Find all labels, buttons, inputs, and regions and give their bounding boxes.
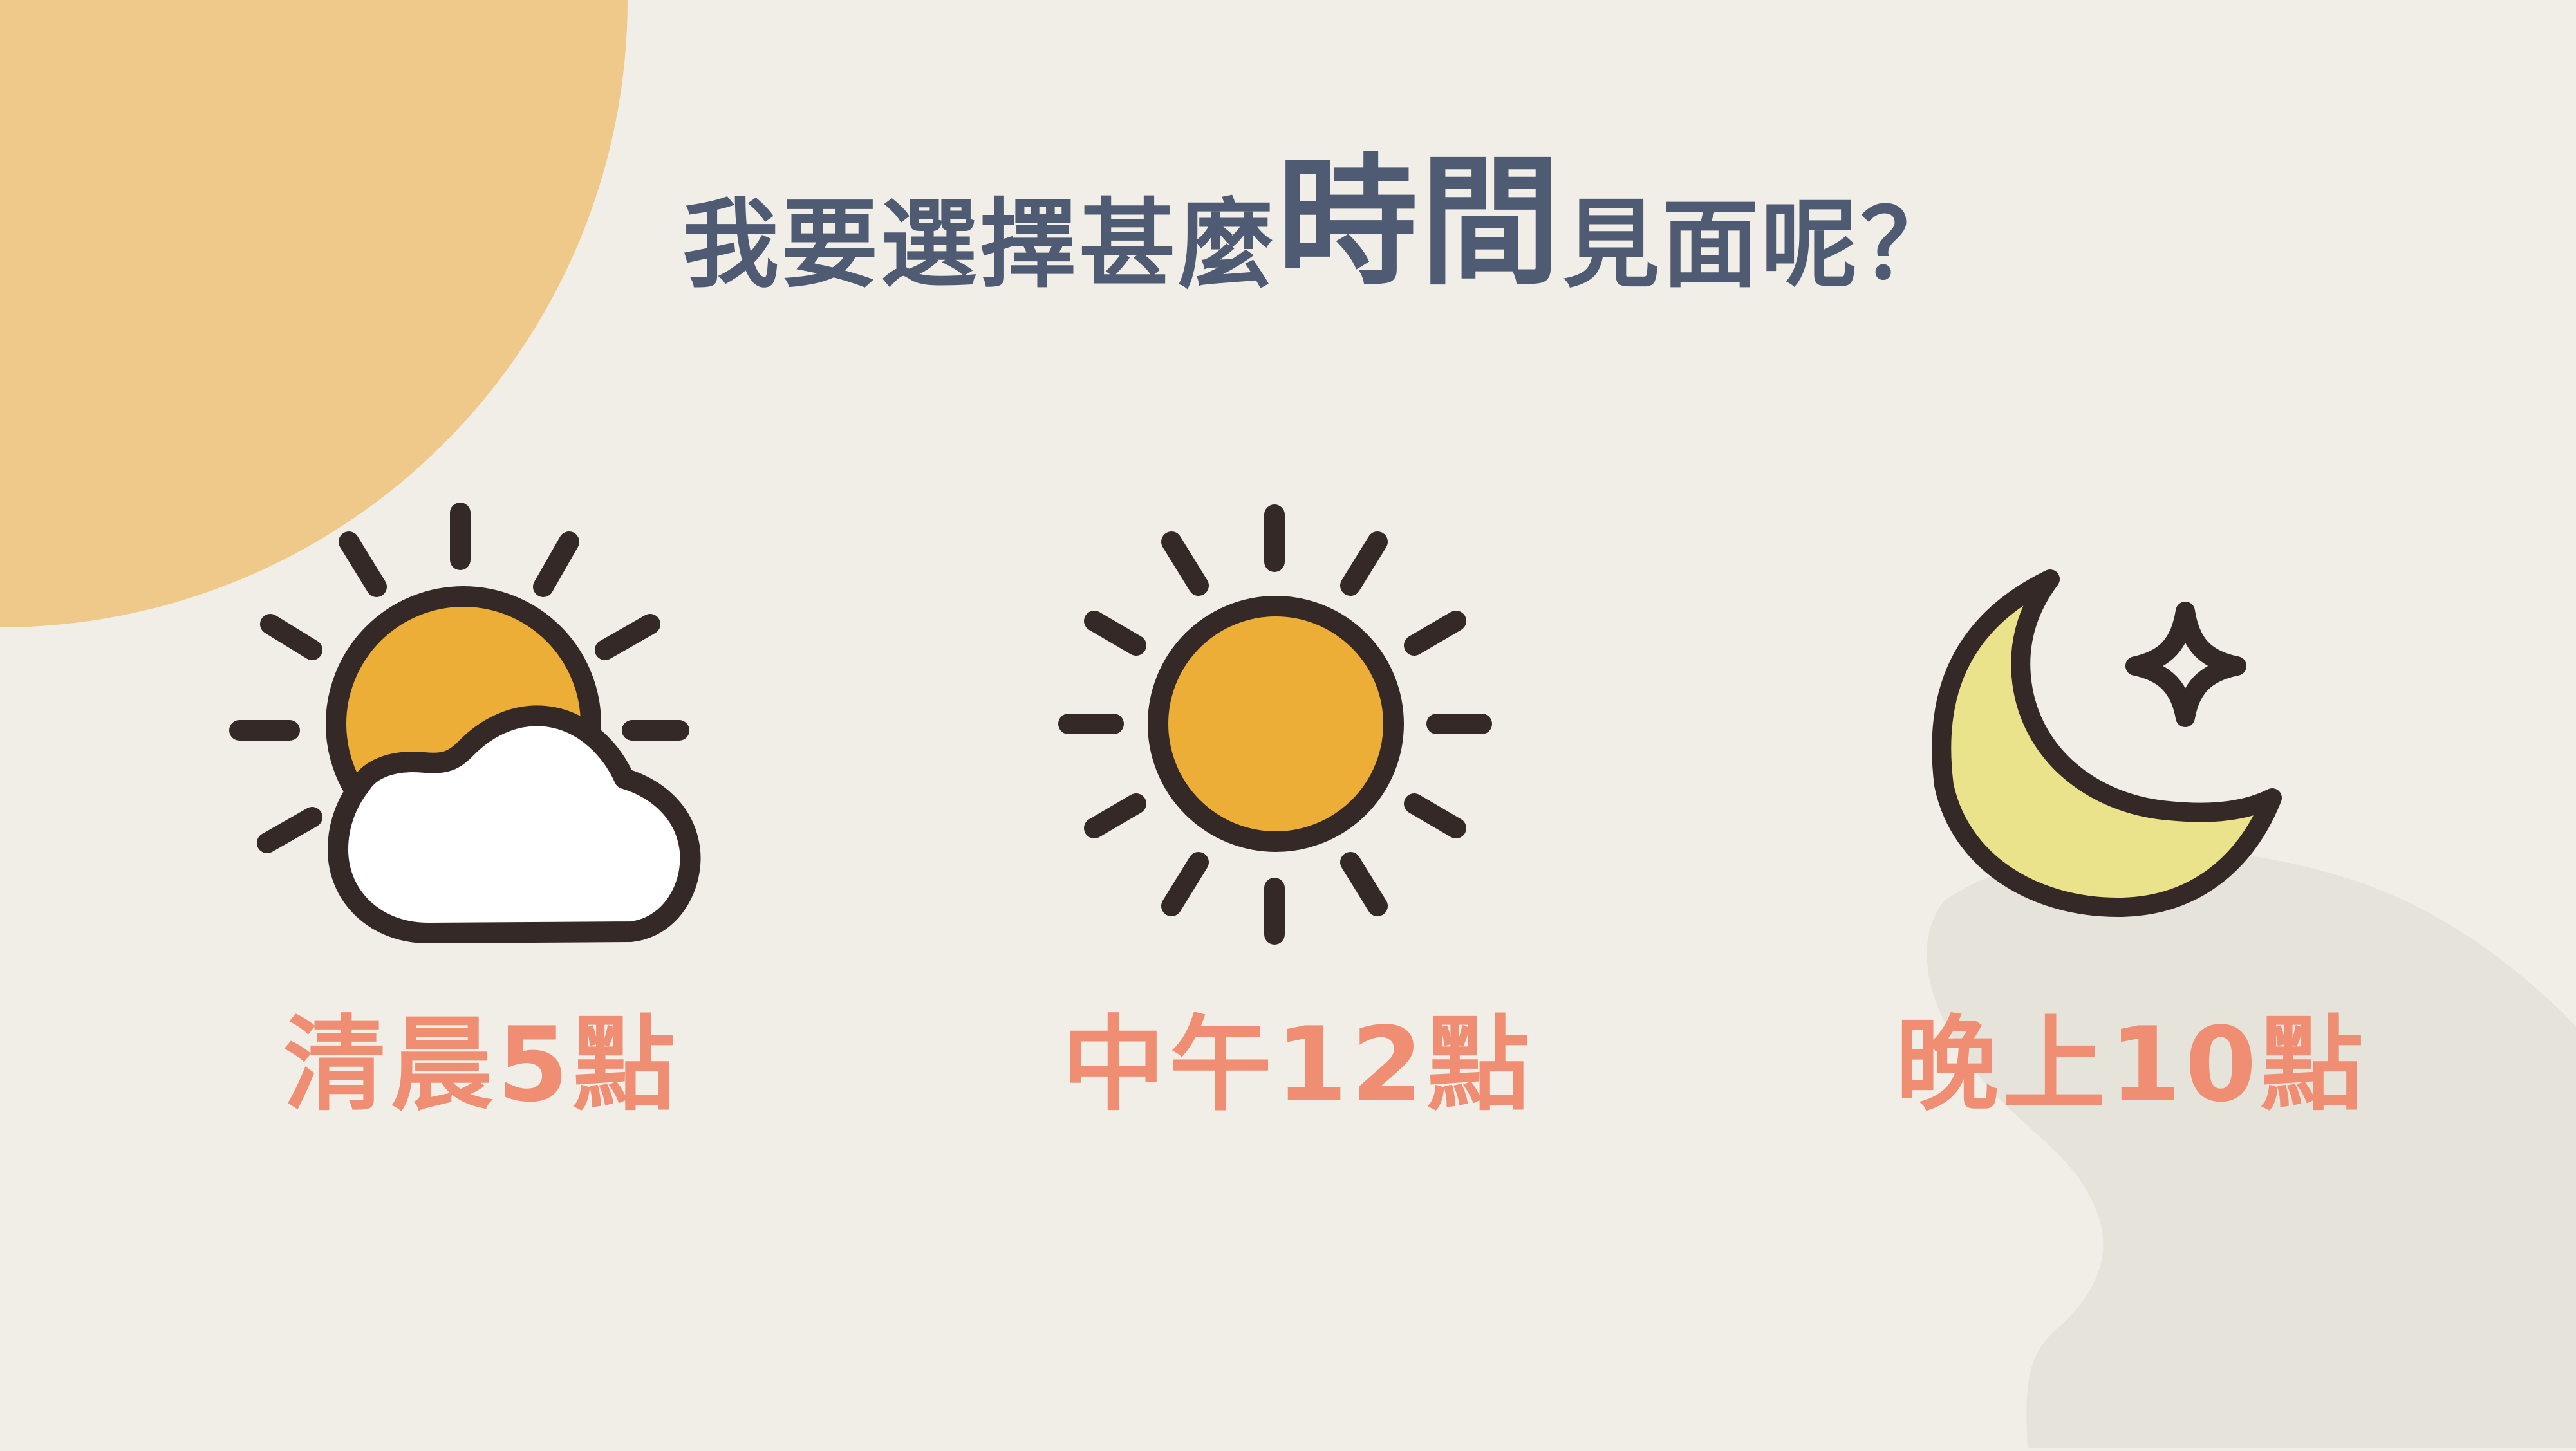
option-label-noon[interactable]: 中午12點 — [1062, 1004, 1534, 1125]
title-prefix: 我要選擇甚麼 — [682, 189, 1278, 301]
page-title: 我要選擇甚麼 時間 見面呢？ — [682, 126, 1960, 304]
crescent-moon-with-star-icon — [1932, 569, 2282, 917]
cloud-shape — [328, 705, 701, 943]
crescent-moon-shape — [1932, 569, 2282, 917]
corner-circle-decoration — [0, 0, 628, 627]
morning-sun-rays — [229, 503, 689, 853]
noon-sun-body — [1148, 596, 1404, 852]
sun-behind-cloud-icon — [229, 503, 701, 943]
noon-sun-rays — [1058, 504, 1492, 945]
title-emphasis: 時間 — [1277, 142, 1563, 304]
option-label-night[interactable]: 晚上10點 — [1896, 1004, 2367, 1125]
sparkle-star-icon — [2125, 602, 2246, 727]
ground-blob-decoration — [1927, 848, 2576, 1448]
option-label-morning[interactable]: 清晨5點 — [283, 1004, 680, 1125]
sun-icon — [1058, 504, 1492, 945]
title-suffix: 見面呢？ — [1563, 189, 1960, 301]
